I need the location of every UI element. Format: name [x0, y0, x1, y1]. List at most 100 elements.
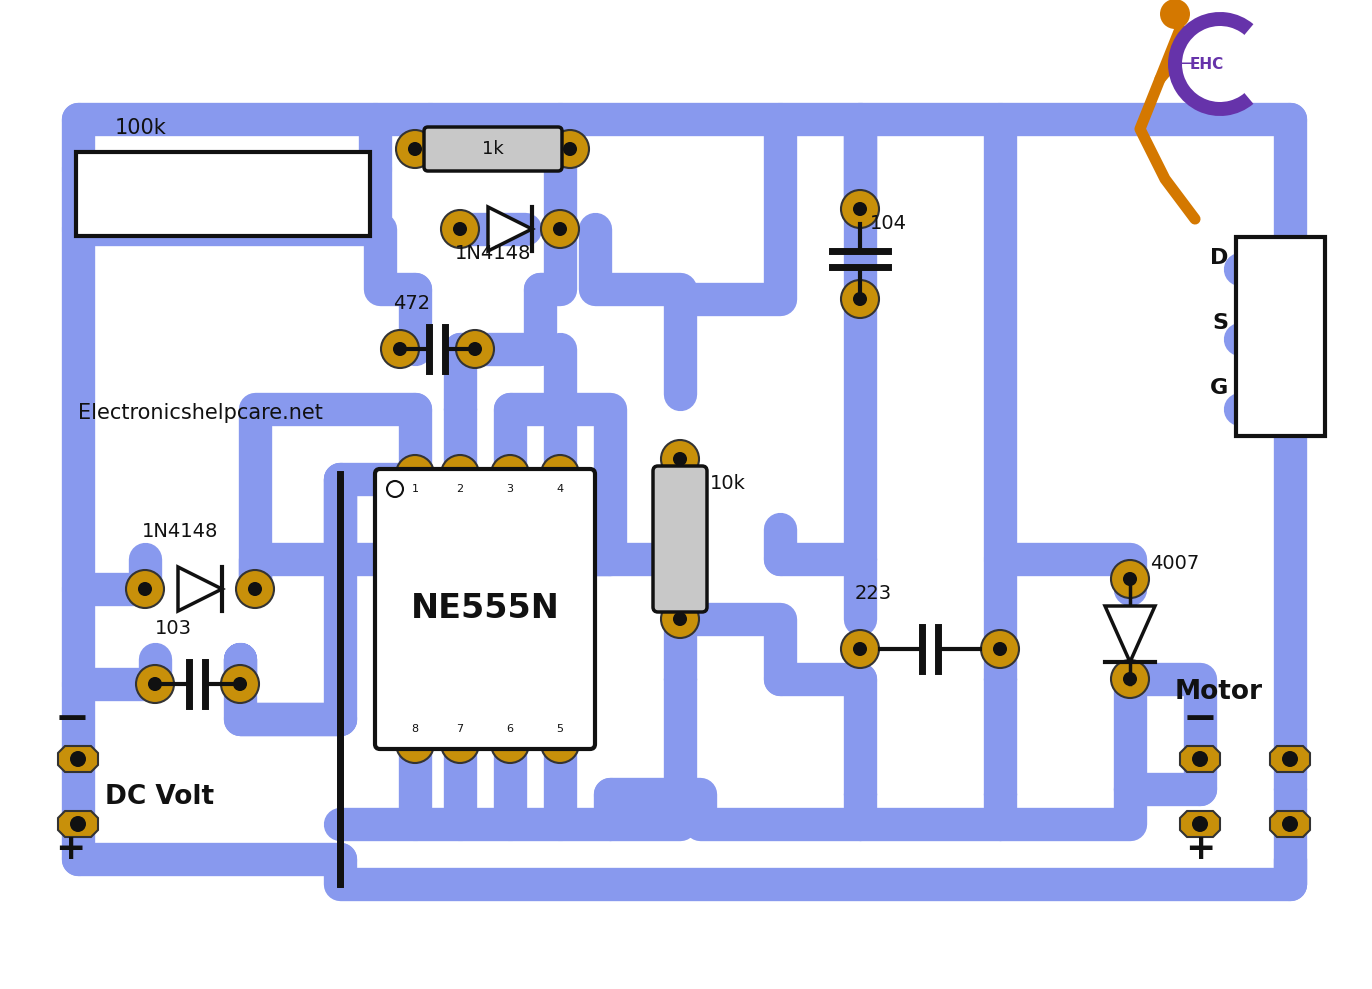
Circle shape — [1277, 391, 1292, 407]
Circle shape — [440, 210, 479, 248]
Circle shape — [504, 467, 517, 481]
Circle shape — [440, 725, 479, 763]
Text: 3: 3 — [506, 484, 513, 494]
Circle shape — [397, 455, 434, 493]
Circle shape — [1122, 672, 1137, 686]
Polygon shape — [1270, 746, 1310, 772]
Text: 1N4148: 1N4148 — [456, 244, 531, 263]
Polygon shape — [310, 181, 350, 207]
Polygon shape — [1180, 746, 1220, 772]
Polygon shape — [1270, 811, 1310, 837]
Polygon shape — [95, 181, 134, 207]
Text: 5: 5 — [557, 724, 564, 734]
Text: 4: 4 — [557, 484, 564, 494]
Circle shape — [148, 676, 162, 691]
Circle shape — [491, 455, 530, 493]
Polygon shape — [488, 207, 532, 251]
Circle shape — [541, 455, 579, 493]
Circle shape — [397, 725, 434, 763]
Circle shape — [1159, 0, 1190, 29]
Text: 2: 2 — [457, 484, 464, 494]
Circle shape — [674, 452, 687, 466]
Text: 1N4148: 1N4148 — [141, 522, 218, 541]
Circle shape — [232, 186, 248, 202]
Circle shape — [841, 630, 879, 668]
Text: −: − — [1183, 698, 1217, 740]
Circle shape — [136, 665, 174, 703]
Circle shape — [456, 330, 494, 368]
Circle shape — [563, 142, 578, 156]
Circle shape — [1111, 560, 1148, 598]
Circle shape — [233, 676, 247, 691]
Circle shape — [381, 330, 418, 368]
Text: Motor: Motor — [1174, 679, 1264, 705]
Circle shape — [392, 342, 407, 356]
Circle shape — [70, 751, 86, 767]
Circle shape — [1122, 572, 1137, 586]
Text: 10k: 10k — [709, 474, 746, 493]
Circle shape — [993, 642, 1007, 656]
Text: 100k: 100k — [115, 118, 167, 138]
Circle shape — [981, 630, 1019, 668]
Circle shape — [236, 570, 274, 608]
Polygon shape — [220, 181, 261, 207]
Circle shape — [541, 725, 579, 763]
Circle shape — [126, 570, 165, 608]
Polygon shape — [1180, 811, 1220, 837]
Text: 6: 6 — [506, 724, 513, 734]
Circle shape — [1192, 816, 1207, 832]
Polygon shape — [1265, 321, 1305, 347]
Text: 8: 8 — [412, 724, 418, 734]
Circle shape — [407, 142, 423, 156]
Circle shape — [1111, 660, 1148, 698]
Circle shape — [248, 582, 262, 596]
Circle shape — [221, 665, 259, 703]
Text: +: + — [1185, 832, 1216, 866]
Polygon shape — [58, 746, 97, 772]
Circle shape — [552, 130, 589, 168]
Circle shape — [1277, 261, 1292, 277]
Text: DC Volt: DC Volt — [106, 784, 214, 810]
Circle shape — [553, 467, 567, 481]
Circle shape — [1281, 816, 1298, 832]
Text: EHC: EHC — [1190, 56, 1224, 71]
Polygon shape — [178, 567, 222, 611]
Circle shape — [407, 467, 423, 481]
Circle shape — [541, 210, 579, 248]
Circle shape — [453, 222, 466, 236]
Circle shape — [853, 292, 867, 306]
Text: 472: 472 — [392, 294, 431, 313]
FancyBboxPatch shape — [424, 127, 563, 171]
Circle shape — [322, 186, 338, 202]
Text: 103: 103 — [155, 619, 192, 638]
Text: 1k: 1k — [482, 140, 504, 158]
Polygon shape — [155, 181, 195, 207]
Circle shape — [1277, 326, 1292, 342]
Circle shape — [491, 725, 530, 763]
Circle shape — [139, 582, 152, 596]
Circle shape — [661, 600, 698, 638]
Circle shape — [853, 202, 867, 216]
Circle shape — [841, 190, 879, 228]
Text: Electronicshelpcare.net: Electronicshelpcare.net — [78, 403, 322, 423]
Text: −: − — [55, 698, 91, 740]
Circle shape — [1281, 751, 1298, 767]
Text: S: S — [1211, 313, 1228, 333]
Circle shape — [397, 130, 434, 168]
Text: 223: 223 — [855, 584, 892, 603]
FancyBboxPatch shape — [375, 469, 595, 749]
Text: D: D — [1210, 248, 1228, 268]
Polygon shape — [1265, 256, 1305, 282]
Circle shape — [440, 455, 479, 493]
Wedge shape — [1168, 12, 1254, 116]
Circle shape — [1192, 751, 1207, 767]
Circle shape — [167, 186, 182, 202]
Circle shape — [674, 612, 687, 626]
Circle shape — [453, 737, 466, 751]
Circle shape — [504, 737, 517, 751]
Text: 1: 1 — [412, 484, 418, 494]
Circle shape — [661, 440, 698, 478]
Wedge shape — [1183, 26, 1249, 102]
Circle shape — [453, 467, 466, 481]
Text: 104: 104 — [870, 214, 907, 233]
